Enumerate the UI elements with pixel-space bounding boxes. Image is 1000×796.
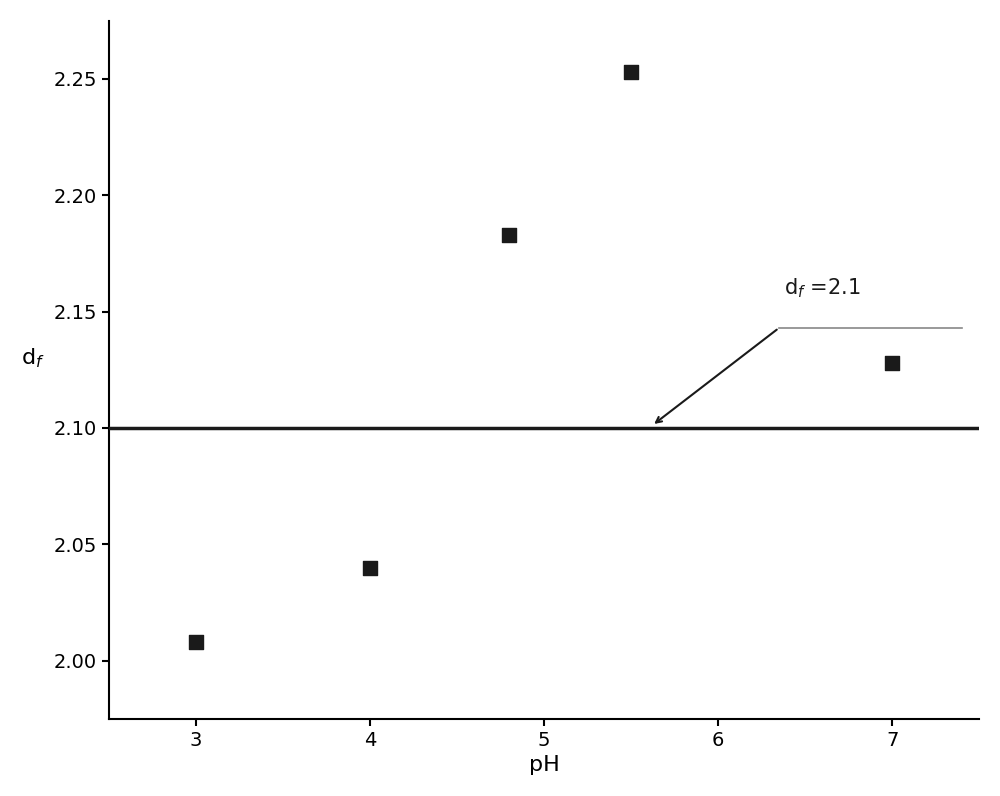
X-axis label: pH: pH: [529, 755, 559, 775]
Point: [501, 228, 517, 241]
Point: [623, 65, 639, 78]
Point: [362, 561, 378, 574]
Y-axis label: d$_f$: d$_f$: [21, 346, 45, 370]
Text: d$_f$ =2.1: d$_f$ =2.1: [784, 276, 861, 300]
Point: [188, 636, 204, 649]
Point: [884, 357, 900, 369]
